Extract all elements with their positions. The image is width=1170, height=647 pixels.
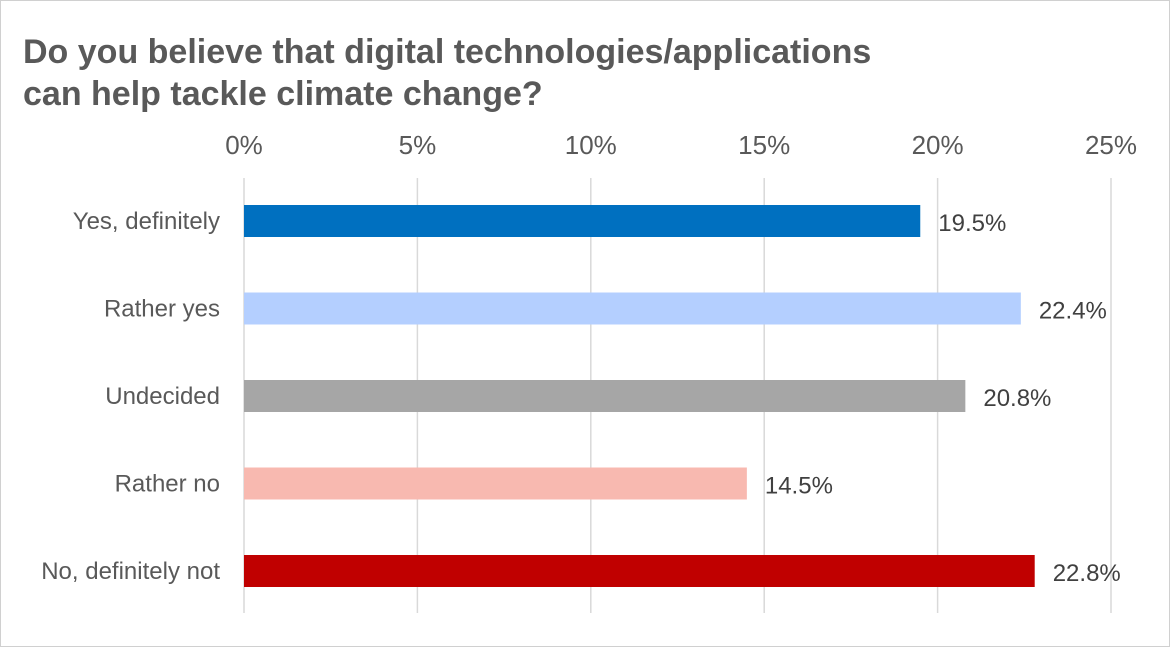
- x-tick-label: 25%: [1085, 130, 1137, 160]
- bar: [244, 555, 1035, 587]
- category-label: Yes, definitely: [73, 208, 220, 235]
- chart-title: Do you believe that digital technologies…: [23, 31, 1023, 115]
- chart-title-line-2: can help tackle climate change?: [23, 75, 543, 113]
- bar: [244, 380, 966, 412]
- data-label: 19.5%: [938, 210, 1006, 237]
- category-labels: Yes, definitely Rather yes Undecided Rather…: [41, 208, 220, 585]
- bars: [244, 205, 1035, 587]
- x-tick-label: 20%: [912, 130, 964, 160]
- x-tick-label: 5%: [399, 130, 437, 160]
- category-label: Rather no: [115, 471, 220, 498]
- data-label: 20.8%: [983, 385, 1051, 412]
- data-label: 22.4%: [1039, 298, 1107, 325]
- category-label: No, definitely not: [41, 558, 220, 585]
- data-labels: 19.5% 22.4% 20.8% 14.5% 22.8%: [765, 210, 1121, 587]
- category-label: Rather yes: [104, 296, 220, 323]
- data-label: 14.5%: [765, 473, 833, 500]
- category-label: Undecided: [105, 383, 220, 410]
- bar: [244, 205, 921, 237]
- bar: [244, 467, 747, 500]
- x-tick-label: 15%: [738, 130, 790, 160]
- data-label: 22.8%: [1053, 560, 1121, 587]
- bar: [244, 292, 1021, 325]
- x-tick-label: 0%: [225, 130, 263, 160]
- x-axis-tick-labels: 0% 5% 10% 15% 20% 25%: [225, 130, 1137, 160]
- chart-title-line-1: Do you believe that digital technologies…: [23, 33, 872, 71]
- x-tick-label: 10%: [565, 130, 617, 160]
